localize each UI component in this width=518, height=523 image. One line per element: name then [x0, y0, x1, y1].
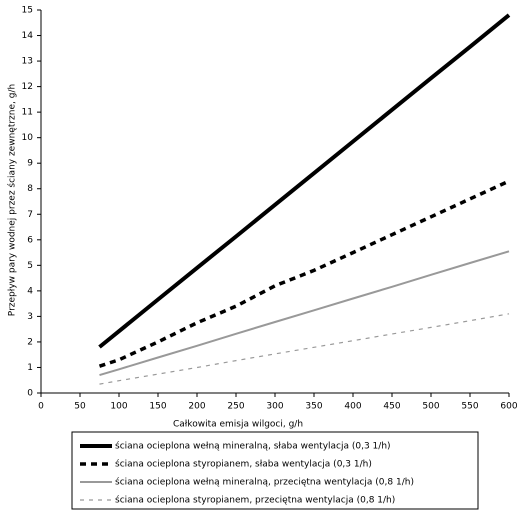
y-tick-label: 2: [27, 337, 33, 347]
x-axis-title: Całkowita emisja wilgoci, g/h: [173, 420, 303, 430]
y-tick-label: 8: [27, 184, 33, 194]
y-tick-label: 10: [22, 133, 34, 143]
x-tick-label: 500: [422, 402, 439, 412]
x-tick-label: 450: [383, 402, 400, 412]
y-tick-label: 12: [22, 82, 33, 92]
series-line: [99, 313, 510, 385]
legend-label: ściana ocieplona wełną mineralną, słaba …: [115, 441, 391, 452]
x-tick-label: 400: [344, 402, 361, 412]
y-tick-label: 11: [22, 108, 33, 118]
x-tick-label: 300: [266, 402, 283, 412]
x-tick-label: 600: [500, 402, 517, 412]
x-tick-label: 350: [305, 402, 322, 412]
legend-box: [71, 431, 479, 510]
legend-label: ściana ocieplona wełną mineralną, przeci…: [115, 477, 414, 488]
y-tick-label: 13: [22, 57, 33, 67]
y-tick-label: 1: [27, 363, 33, 373]
y-tick-label: 7: [27, 210, 33, 220]
x-tick-label: 550: [461, 402, 478, 412]
series-line: [99, 250, 510, 377]
y-tick-label: 3: [27, 312, 33, 322]
x-tick-label: 250: [227, 402, 244, 412]
legend-label: ściana ocieplona styropianem, przeciętna…: [115, 495, 395, 506]
x-tick-label: 150: [149, 402, 166, 412]
y-tick-label: 9: [27, 159, 33, 169]
series-line: [98, 179, 510, 368]
x-tick-label: 100: [110, 402, 127, 412]
x-tick-label: 0: [38, 402, 44, 412]
x-tick-label: 200: [188, 402, 205, 412]
y-tick-label: 4: [27, 286, 33, 296]
x-tick-label: 50: [74, 402, 86, 412]
y-tick-label: 5: [27, 261, 33, 271]
y-tick-label: 6: [27, 235, 33, 245]
y-tick-label: 15: [22, 6, 33, 16]
legend-label: ściana ocieplona styropianem, słaba went…: [115, 459, 372, 470]
y-tick-label: 14: [22, 31, 34, 41]
y-axis-title: Przepływ pary wodnej przez ściany zewnęt…: [7, 84, 18, 316]
y-tick-label: 0: [27, 389, 33, 399]
series-line: [98, 13, 511, 349]
